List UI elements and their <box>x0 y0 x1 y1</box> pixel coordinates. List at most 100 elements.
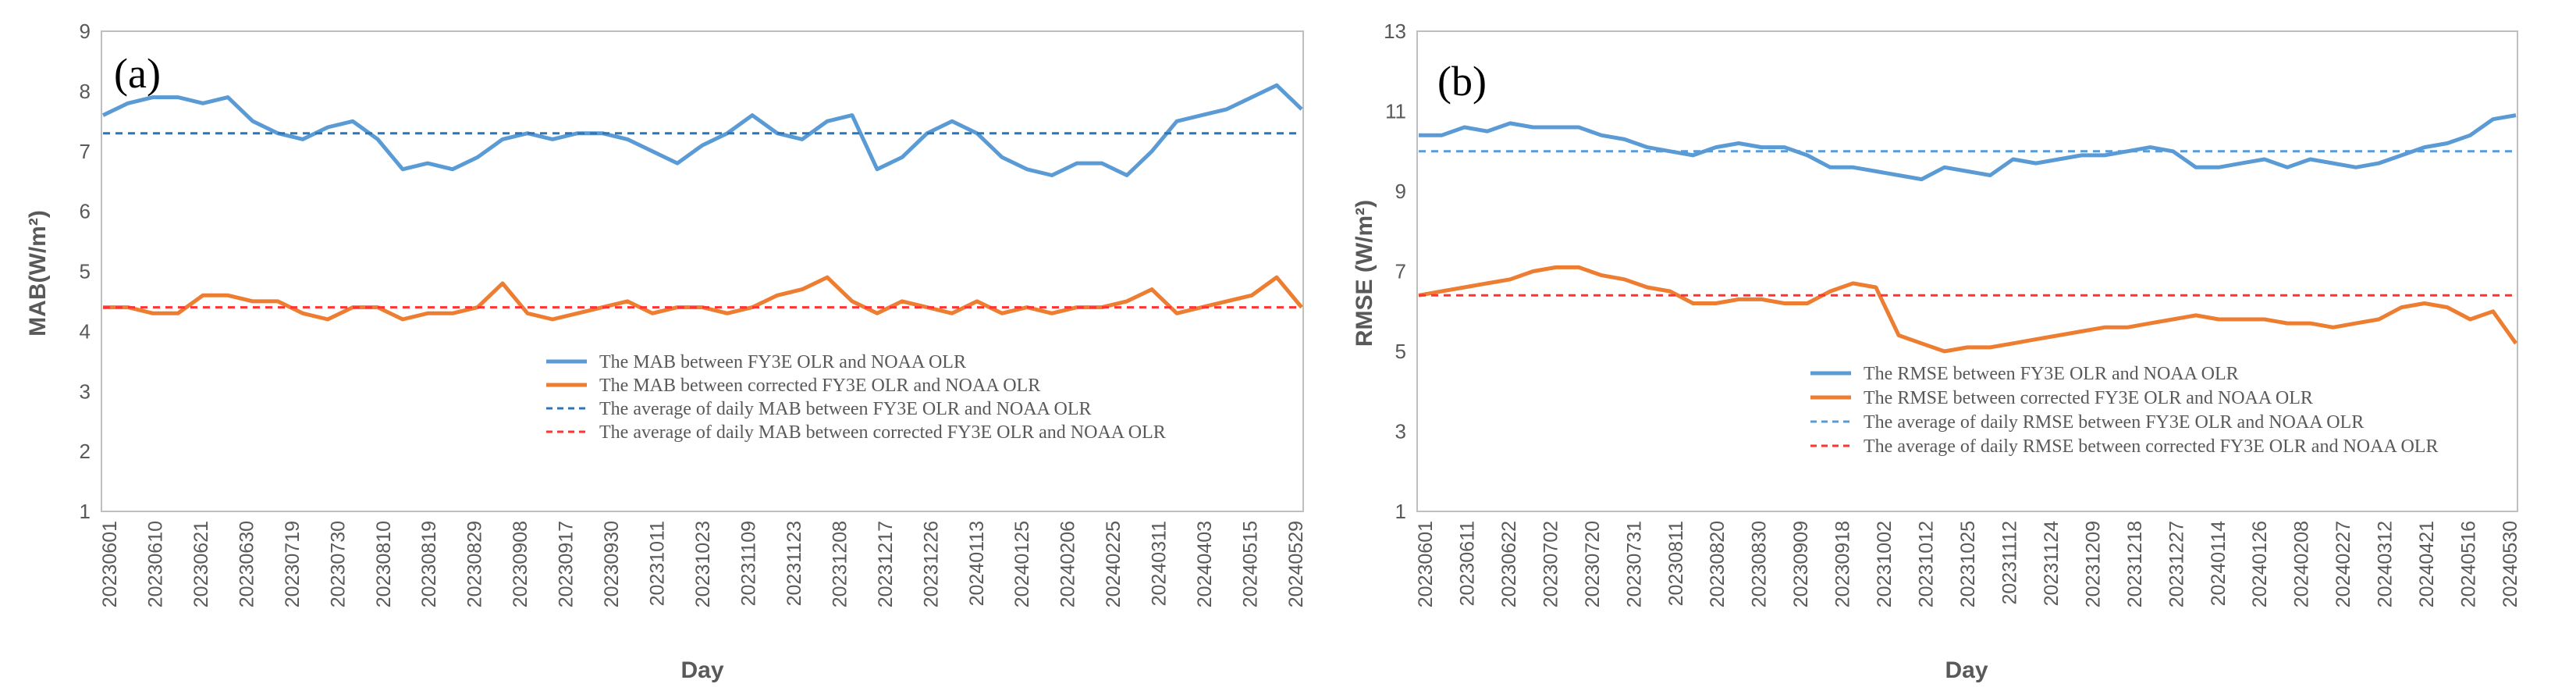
x-tick-label: 20240421 <box>2416 521 2438 607</box>
x-tick-label: 20231012 <box>1916 521 1938 607</box>
x-tick-label: 20231025 <box>1957 521 1979 607</box>
x-tick-label: 20230630 <box>236 521 258 607</box>
x-tick-label: 20240206 <box>1057 521 1079 607</box>
x-tick-label: 20230601 <box>99 521 121 607</box>
x-tick-label: 20240225 <box>1103 521 1125 607</box>
x-axis-title-a: Day <box>680 657 723 683</box>
x-tick-label: 20240312 <box>2375 521 2397 607</box>
y-ticks-a: 1 2 3 4 5 6 7 8 9 <box>80 20 91 523</box>
x-tick-label: 20231226 <box>920 521 942 607</box>
x-tick-label: 20231209 <box>2082 521 2104 607</box>
x-tick-label: 20231227 <box>2166 521 2187 607</box>
series-line-b-1 <box>1419 113 2517 182</box>
legend-label: The average of daily RMSE between FY3E O… <box>1864 412 2364 433</box>
x-tick-label: 20240227 <box>2333 521 2354 607</box>
series-line-b-2 <box>1418 265 2518 354</box>
x-tick-label: 20230917 <box>556 521 577 607</box>
x-tick-label: 20230621 <box>190 521 212 607</box>
x-tick-label: 20240530 <box>2500 521 2521 607</box>
x-tick-label: 20240125 <box>1011 521 1033 607</box>
x-tick-label: 20230731 <box>1623 521 1645 607</box>
x-tick-label: 20231124 <box>2041 521 2063 606</box>
x-tick-label: 20230611 <box>1456 521 1478 606</box>
x-tick-label: 20240516 <box>2458 521 2480 607</box>
x-tick-label: 20231208 <box>829 521 851 607</box>
x-tick-label: 20230610 <box>144 521 166 607</box>
x-tick-label: 20231011 <box>647 521 669 606</box>
x-tick-label: 20240208 <box>2291 521 2313 607</box>
y-axis-title-b: RMSE (W/m²) <box>1352 200 1377 347</box>
panel-label-a: (a) <box>114 50 161 97</box>
series-line-a-1 <box>101 83 1303 177</box>
x-tick-label: 20230819 <box>418 521 440 607</box>
y-tick-label: 8 <box>80 80 91 103</box>
x-tick-label: 20230719 <box>282 521 304 607</box>
x-tick-label: 20230810 <box>373 521 395 607</box>
legend-label: The average of daily MAB between FY3E OL… <box>599 399 1092 419</box>
y-tick-label: 4 <box>80 319 91 343</box>
y-tick-label: 13 <box>1384 20 1406 43</box>
y-tick-label: 7 <box>80 140 91 163</box>
x-axis-title-b: Day <box>1945 657 1988 683</box>
x-tick-label: 20230930 <box>601 521 623 607</box>
legend-label: The average of daily MAB between correct… <box>599 422 1166 443</box>
x-tick-label: 20231217 <box>875 521 897 607</box>
plot-area-b <box>1416 30 2518 512</box>
x-tick-label: 20240515 <box>1240 521 1262 607</box>
x-tick-label: 20230622 <box>1498 521 1520 607</box>
x-tick-label: 20240529 <box>1285 521 1307 607</box>
legend-label: The RMSE between corrected FY3E OLR and … <box>1864 388 2313 408</box>
y-tick-label: 3 <box>80 379 91 403</box>
x-tick-label: 20230909 <box>1790 521 1812 607</box>
y-tick-label: 9 <box>80 20 91 43</box>
x-tick-label: 20231218 <box>2124 521 2146 607</box>
x-tick-label: 20231109 <box>737 521 759 606</box>
y-tick-label: 7 <box>1395 260 1406 283</box>
x-tick-label: 20230730 <box>327 521 349 607</box>
x-tick-label: 20230908 <box>510 521 531 607</box>
x-ticks-a: 20230601 20230610 20230621 20230630 20230719… <box>99 521 1307 607</box>
x-tick-label: 20231023 <box>692 521 714 607</box>
legend-a: The MAB between FY3E OLR and NOAA OLR The… <box>546 352 1166 443</box>
y-tick-label: 11 <box>1385 100 1406 123</box>
x-tick-label: 20230811 <box>1665 521 1687 606</box>
x-tick-label: 20230820 <box>1707 521 1729 607</box>
series-lines-b <box>1418 113 2518 354</box>
x-tick-label: 20231112 <box>1999 521 2020 605</box>
y-tick-label: 2 <box>80 440 91 463</box>
y-tick-label: 1 <box>1395 500 1406 523</box>
x-tick-label: 20230702 <box>1540 521 1562 607</box>
legend-label: The MAB between corrected FY3E OLR and N… <box>599 376 1040 396</box>
legend-label: The RMSE between FY3E OLR and NOAA OLR <box>1864 364 2239 384</box>
series-lines-a <box>101 83 1303 322</box>
legend-label: The MAB between FY3E OLR and NOAA OLR <box>599 352 966 372</box>
y-tick-label: 5 <box>80 260 91 283</box>
x-tick-label: 20240114 <box>2208 521 2230 606</box>
y-tick-label: 9 <box>1395 180 1406 203</box>
x-tick-label: 20231123 <box>783 521 805 606</box>
panel-label-b: (b) <box>1437 58 1487 105</box>
plot-area-a <box>101 30 1304 512</box>
x-tick-label: 20240311 <box>1149 521 1171 606</box>
x-tick-label: 20240126 <box>2249 521 2271 607</box>
x-tick-label: 20240113 <box>966 521 988 606</box>
y-axis-title-a: MAB(W/m²) <box>25 210 51 337</box>
x-tick-label: 20231002 <box>1874 521 1896 607</box>
x-tick-label: 20230601 <box>1415 521 1437 607</box>
y-tick-label: 1 <box>80 500 91 523</box>
x-tick-label: 20240403 <box>1194 521 1216 607</box>
x-tick-label: 20230829 <box>464 521 486 607</box>
y-tick-label: 5 <box>1395 340 1406 363</box>
y-tick-label: 3 <box>1395 420 1406 443</box>
x-ticks-b: 20230601 20230611 20230622 20230702 20230720… <box>1415 521 2521 607</box>
x-tick-label: 20230720 <box>1582 521 1604 607</box>
x-tick-label: 20230830 <box>1749 521 1771 607</box>
legend-b: The RMSE between FY3E OLR and NOAA OLR Th… <box>1810 364 2438 457</box>
legend-label: The average of daily RMSE between correc… <box>1864 436 2438 457</box>
y-tick-label: 6 <box>80 200 91 223</box>
x-tick-label: 20230918 <box>1832 521 1854 607</box>
